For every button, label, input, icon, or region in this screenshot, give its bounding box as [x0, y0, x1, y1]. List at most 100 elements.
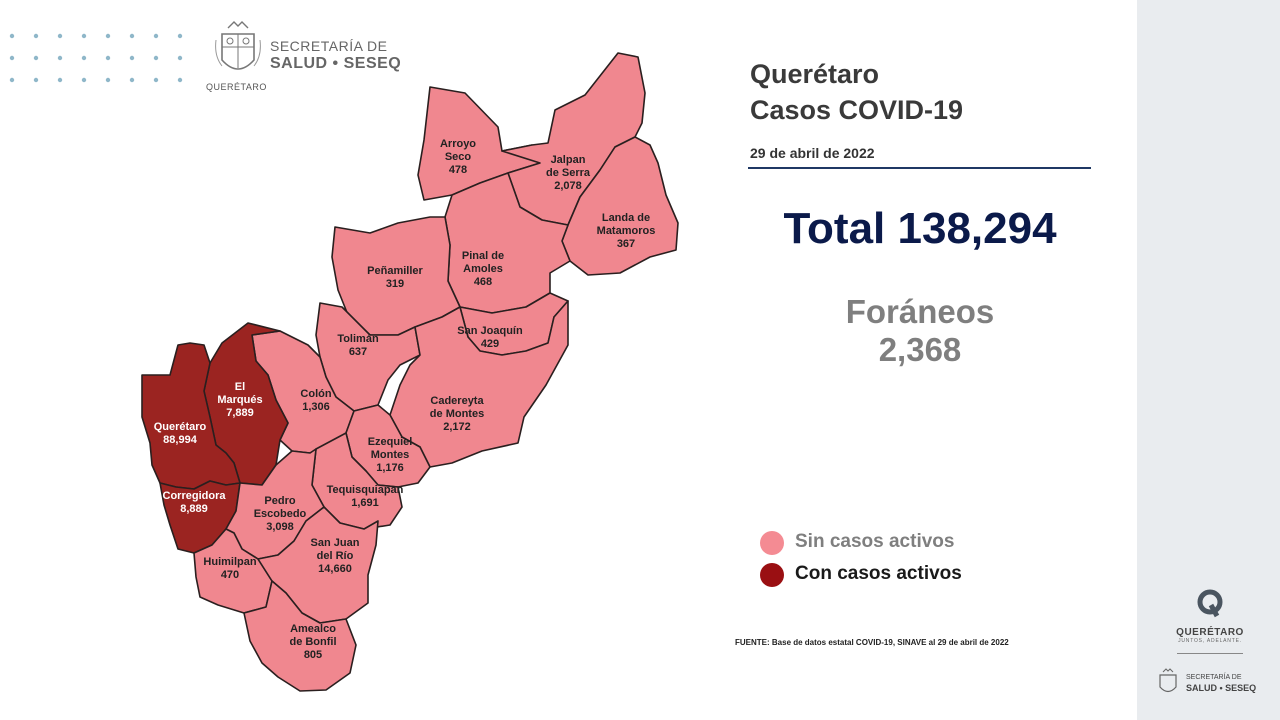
label-huimilpan: Huimilpan 470 — [203, 556, 256, 581]
label-san-juan-line-1: del Río — [317, 550, 354, 562]
legend-label-active: Con casos activos — [795, 563, 962, 584]
label-corregidora-line-1: 8,889 — [180, 503, 208, 515]
label-landa: Landa de Matamoros 367 — [597, 212, 656, 250]
label-amealco-line-2: 805 — [304, 649, 322, 661]
label-toliman: Tolimán 637 — [337, 333, 379, 358]
source-note: FUENTE: Base de datos estatal COVID-19, … — [735, 638, 1009, 647]
total-cases: Total 138,294 — [783, 204, 1057, 253]
label-colon: Colón 1,306 — [300, 388, 331, 413]
label-amealco-line-1: de Bonfil — [289, 636, 336, 648]
label-jalpan: Jalpan de Serra 2,078 — [546, 154, 591, 192]
label-toliman-line-1: 637 — [349, 346, 367, 358]
label-san-joaquin: San Joaquín 429 — [457, 325, 523, 350]
label-huimilpan-line-0: Huimilpan — [203, 556, 256, 568]
seseq-logo: QUERÉTARO SECRETARÍA DE SALUD • SESEQ — [206, 20, 426, 96]
foraneos: Foráneos 2,368 — [750, 293, 1090, 369]
label-queretaro-line-1: 88,994 — [163, 434, 198, 446]
date-underline — [748, 167, 1091, 169]
label-el-marques: El Marqués 7,889 — [217, 381, 262, 419]
region-cadereyta — [389, 300, 569, 468]
label-amealco-line-0: Amealco — [290, 623, 336, 635]
report-date: 29 de abril de 2022 — [750, 145, 875, 161]
label-ezequiel-line-1: Montes — [371, 449, 410, 461]
label-ezequiel: Ezequiel Montes 1,176 — [368, 436, 413, 474]
label-tequisquiapan: Tequisquiapan 1,691 — [327, 484, 404, 509]
label-arroyo-seco: Arroyo Seco 478 — [440, 138, 476, 176]
label-arroyo-seco-line-0: Arroyo — [440, 138, 476, 150]
label-jalpan-line-1: de Serra — [546, 167, 591, 179]
queretaro-brand-logo: QUERÉTARO JUNTOS, ADELANTE. — [1170, 588, 1250, 644]
queretaro-map: Arroyo Seco 478 Jalpan de Serra 2,078 Landa de… — [130, 45, 690, 705]
label-jalpan-line-0: Jalpan — [551, 154, 586, 166]
sidebar-sec-line-2: SALUD • SESEQ — [1186, 683, 1257, 693]
slide: QUERÉTARO SECRETARÍA DE SALUD • SESEQ — [9, 20, 1091, 705]
label-pedro-escobedo: Pedro Escobedo 3,098 — [254, 495, 307, 533]
label-huimilpan-line-1: 470 — [221, 569, 239, 581]
label-pinal: Pinal de Amoles 468 — [462, 250, 504, 288]
label-cadereyta: Cadereyta de Montes 2,172 — [430, 395, 485, 433]
label-cadereyta-line-2: 2,172 — [443, 421, 471, 433]
label-san-juan: San Juan del Río 14,660 — [311, 537, 360, 575]
label-el-marques-line-0: El — [235, 381, 245, 393]
legend-label-inactive: Sin casos activos — [795, 531, 955, 552]
label-el-marques-line-2: 7,889 — [226, 407, 254, 419]
label-colon-line-1: 1,306 — [302, 401, 330, 413]
label-tequisquiapan-line-1: 1,691 — [351, 497, 379, 509]
label-san-juan-line-0: San Juan — [311, 537, 360, 549]
label-landa-line-0: Landa de — [602, 212, 650, 224]
sidebar-seseq-logo: SECRETARÍA DE SALUD • SESEQ — [1156, 668, 1266, 704]
label-san-juan-line-2: 14,660 — [318, 563, 352, 575]
label-corregidora: Corregidora 8,889 — [163, 490, 227, 515]
label-landa-line-1: Matamoros — [597, 225, 656, 237]
region-queretaro — [141, 342, 241, 490]
brand-tagline: JUNTOS, ADELANTE. — [1178, 638, 1242, 644]
label-penamiller: Peñamiller 319 — [367, 265, 423, 290]
label-cadereyta-line-0: Cadereyta — [430, 395, 484, 407]
legend-swatch-inactive — [760, 531, 784, 555]
label-toliman-line-0: Tolimán — [337, 333, 379, 345]
sidebar-sec-line-1: SECRETARÍA DE — [1186, 674, 1242, 681]
foraneos-value: 2,368 — [878, 331, 962, 368]
label-arroyo-seco-line-1: Seco — [445, 151, 472, 163]
label-pedro-escobedo-line-0: Pedro — [264, 495, 295, 507]
label-ezequiel-line-2: 1,176 — [376, 462, 404, 474]
title-line-1: Querétaro — [750, 59, 880, 89]
label-pedro-escobedo-line-2: 3,098 — [266, 521, 294, 533]
title-block: Querétaro Casos COVID-19 — [750, 56, 963, 128]
label-san-joaquin-line-0: San Joaquín — [457, 325, 523, 337]
brand-name: QUERÉTARO — [1176, 627, 1244, 638]
label-jalpan-line-2: 2,078 — [554, 180, 582, 192]
label-ezequiel-line-0: Ezequiel — [368, 436, 413, 448]
sidebar-divider — [1177, 653, 1243, 654]
label-corregidora-line-0: Corregidora — [163, 490, 227, 502]
label-colon-line-0: Colón — [300, 388, 331, 400]
sidebar — [1137, 0, 1280, 720]
label-arroyo-seco-line-2: 478 — [449, 164, 467, 176]
label-pedro-escobedo-line-1: Escobedo — [254, 508, 307, 520]
label-cadereyta-line-1: de Montes — [430, 408, 484, 420]
label-el-marques-line-1: Marqués — [217, 394, 262, 406]
label-pinal-line-0: Pinal de — [462, 250, 504, 262]
label-pinal-line-2: 468 — [474, 276, 492, 288]
foraneos-label: Foráneos — [845, 293, 995, 330]
legend-swatch-active — [760, 563, 784, 587]
seal-caption: QUERÉTARO — [206, 82, 267, 92]
state-seal-icon — [215, 21, 261, 70]
title-line-2: Casos COVID-19 — [750, 95, 964, 125]
q-logo-icon — [1197, 589, 1223, 618]
label-penamiller-line-1: 319 — [386, 278, 404, 290]
label-penamiller-line-0: Peñamiller — [367, 265, 423, 277]
region-amealco — [243, 580, 357, 692]
label-queretaro-line-0: Querétaro — [154, 421, 207, 433]
label-amealco: Amealco de Bonfil 805 — [289, 623, 336, 661]
label-landa-line-2: 367 — [617, 238, 635, 250]
label-queretaro: Querétaro 88,994 — [154, 421, 207, 446]
logo-line-2: SALUD • SESEQ — [270, 55, 402, 72]
region-landa — [561, 136, 679, 276]
logo-line-1: SECRETARÍA DE — [270, 38, 388, 54]
decorative-dots — [9, 33, 183, 83]
label-pinal-line-1: Amoles — [463, 263, 503, 275]
label-san-joaquin-line-1: 429 — [481, 338, 499, 350]
label-tequisquiapan-line-0: Tequisquiapan — [327, 484, 404, 496]
